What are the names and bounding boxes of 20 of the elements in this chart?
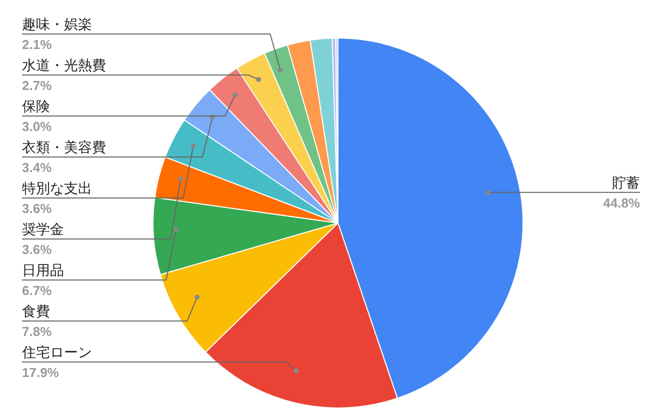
- data-label: 3.6%: [22, 242, 52, 257]
- data-label: 44.8%: [603, 195, 640, 210]
- slice-label: 食費: [22, 304, 50, 320]
- data-label: 3.6%: [22, 201, 52, 216]
- data-label: 2.1%: [22, 37, 52, 52]
- slice-label: 貯蓄: [612, 175, 640, 192]
- data-label: 3.0%: [22, 119, 52, 134]
- slice-label: 特別な支出: [22, 181, 92, 197]
- data-label: 7.8%: [22, 324, 52, 339]
- data-label: 2.7%: [22, 78, 52, 93]
- slice-label: 衣類・美容費: [22, 140, 106, 156]
- data-label: 6.7%: [22, 283, 52, 298]
- slice-label: 住宅ローン: [21, 345, 92, 361]
- slice-label: 奨学金: [22, 222, 64, 238]
- data-label: 3.4%: [22, 160, 52, 175]
- slice-label: 水道・光熱費: [22, 58, 106, 74]
- slice-label: 保険: [22, 99, 50, 115]
- slice-label: 日用品: [22, 263, 64, 279]
- slice-label: 趣味・娯楽: [22, 17, 92, 33]
- data-label: 17.9%: [22, 365, 60, 380]
